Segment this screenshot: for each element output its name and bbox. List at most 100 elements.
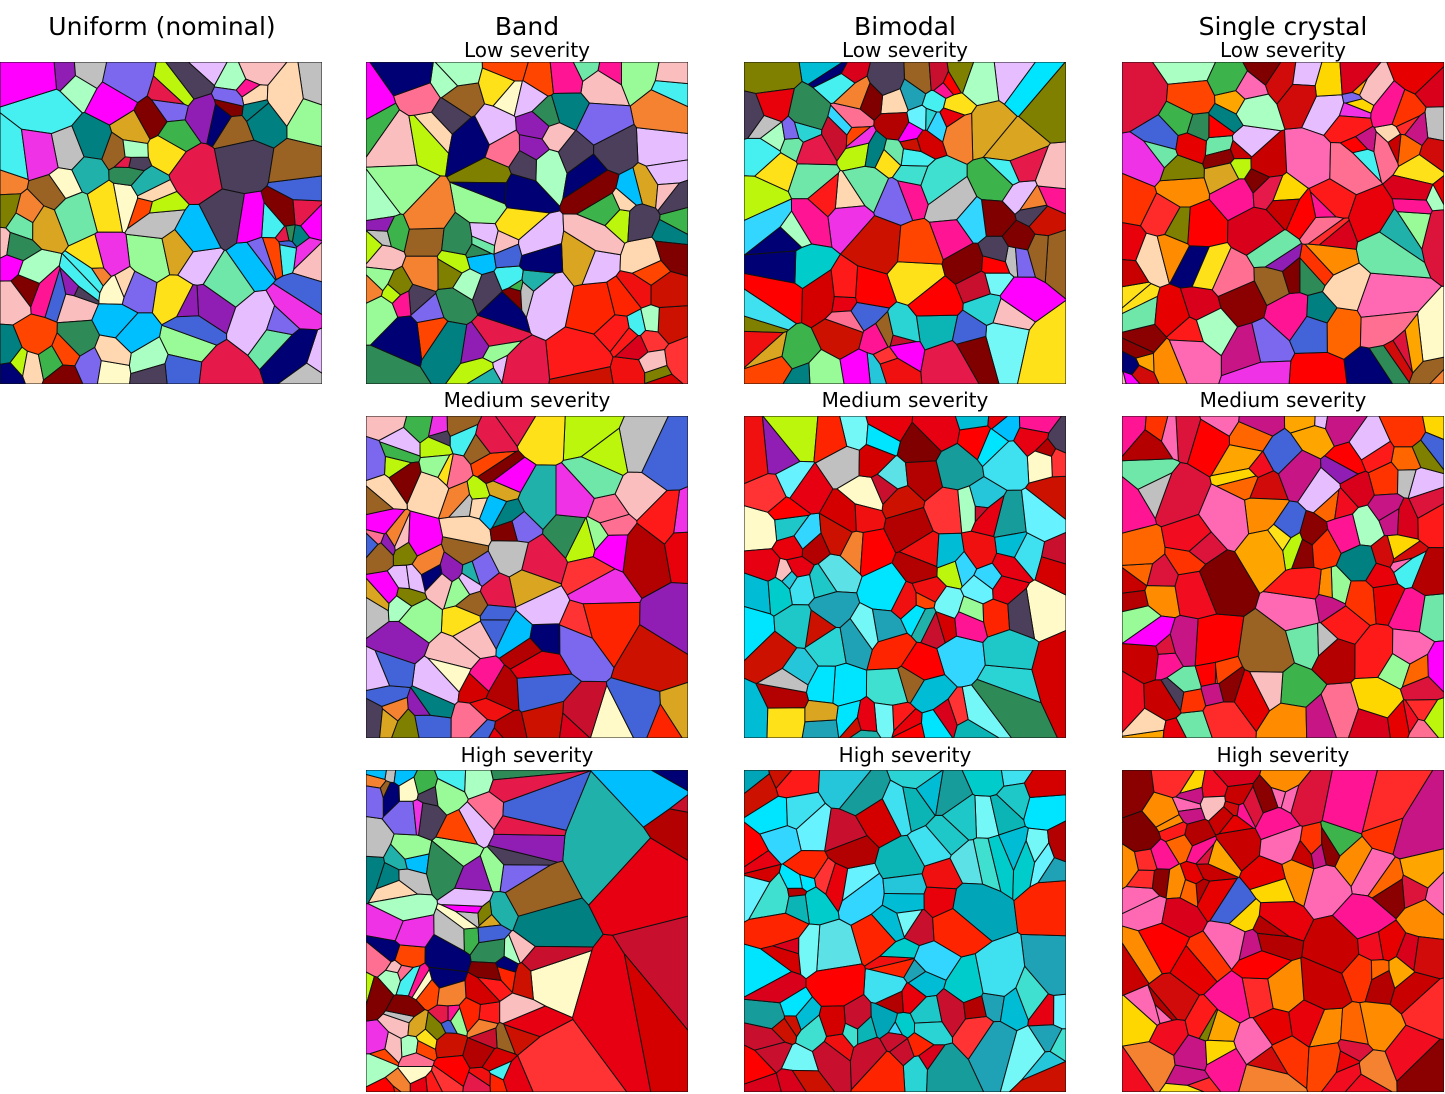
grain <box>962 62 1000 107</box>
grain <box>477 67 516 107</box>
grain <box>477 924 513 944</box>
grain <box>1023 770 1066 799</box>
grain <box>15 188 45 224</box>
grain <box>369 62 434 97</box>
grain <box>1228 897 1262 933</box>
grain <box>386 213 410 253</box>
grain <box>1311 638 1356 685</box>
grain <box>1267 523 1292 552</box>
grain <box>1179 878 1199 908</box>
grain <box>426 657 472 693</box>
grain <box>488 770 592 803</box>
grain <box>436 887 495 907</box>
grain <box>984 272 1015 297</box>
grain <box>977 235 1009 263</box>
grain <box>1320 455 1360 485</box>
grain <box>840 62 871 84</box>
grain <box>468 718 496 738</box>
grain <box>785 894 810 925</box>
grain <box>1041 531 1066 565</box>
grain <box>366 785 384 820</box>
grain <box>1013 880 1066 937</box>
grain <box>921 89 947 113</box>
grain <box>590 770 688 828</box>
grain <box>484 129 521 168</box>
grain <box>380 283 402 305</box>
grain <box>366 485 395 516</box>
grain <box>1429 368 1444 384</box>
grain <box>403 227 445 257</box>
grain <box>1034 141 1066 190</box>
single-crystal-high-severity-label: High severity <box>1216 743 1350 767</box>
grain <box>1122 370 1127 384</box>
grain <box>1003 62 1066 118</box>
grain <box>623 953 688 1092</box>
grain <box>1366 493 1405 522</box>
grain <box>858 443 897 478</box>
grain <box>982 629 1040 671</box>
grain <box>1329 141 1384 196</box>
grain <box>1202 701 1257 738</box>
grain <box>785 555 815 578</box>
grain <box>235 190 265 244</box>
grain <box>366 102 400 159</box>
grain <box>1324 416 1369 447</box>
grain <box>785 791 826 830</box>
grain <box>502 1054 534 1092</box>
grain <box>882 873 928 895</box>
grain <box>412 798 424 836</box>
grain <box>928 62 949 92</box>
grain <box>463 433 492 465</box>
grain <box>366 416 408 442</box>
grain <box>805 963 866 1007</box>
grain <box>1202 920 1246 971</box>
grain <box>1191 241 1232 291</box>
grain <box>753 1041 793 1074</box>
grain <box>874 148 902 179</box>
grain <box>493 243 523 269</box>
grain <box>1371 878 1406 920</box>
grain <box>664 335 688 384</box>
grain <box>870 904 905 943</box>
single-crystal-medium-severity-label: Medium severity <box>1199 388 1367 412</box>
grain <box>995 782 1031 821</box>
microstructure-band-high <box>366 770 688 1092</box>
grain <box>1321 770 1379 835</box>
grain <box>1306 217 1350 246</box>
grain <box>766 707 806 738</box>
grain <box>1411 546 1444 597</box>
grain <box>1277 449 1322 503</box>
grain <box>1407 718 1440 738</box>
grain <box>507 278 524 292</box>
grain <box>559 624 615 683</box>
grain <box>954 550 978 588</box>
bimodal-high-severity-label: High severity <box>838 743 972 767</box>
grain <box>562 213 626 256</box>
grain <box>210 86 245 107</box>
microstructure-uniform-nominal <box>0 62 322 384</box>
grain <box>0 62 58 108</box>
grain <box>435 808 479 845</box>
grain <box>1185 930 1232 983</box>
grain <box>1214 655 1244 685</box>
grain <box>384 1067 411 1092</box>
grain <box>430 97 473 135</box>
column-title-bimodal: Bimodal <box>854 12 956 41</box>
grain <box>213 139 275 195</box>
grain <box>1179 688 1207 714</box>
grain <box>900 641 946 681</box>
column-title-band: Band <box>494 12 560 41</box>
grain <box>496 965 517 994</box>
grain <box>947 686 969 727</box>
grain <box>580 427 629 476</box>
grain <box>845 126 873 148</box>
grain <box>818 512 853 557</box>
grain <box>366 645 391 692</box>
grain <box>859 82 884 121</box>
grain <box>744 198 793 256</box>
grain <box>366 344 432 384</box>
grain <box>366 274 384 304</box>
grain <box>164 353 203 384</box>
grain <box>175 284 200 318</box>
grain <box>973 562 1003 591</box>
